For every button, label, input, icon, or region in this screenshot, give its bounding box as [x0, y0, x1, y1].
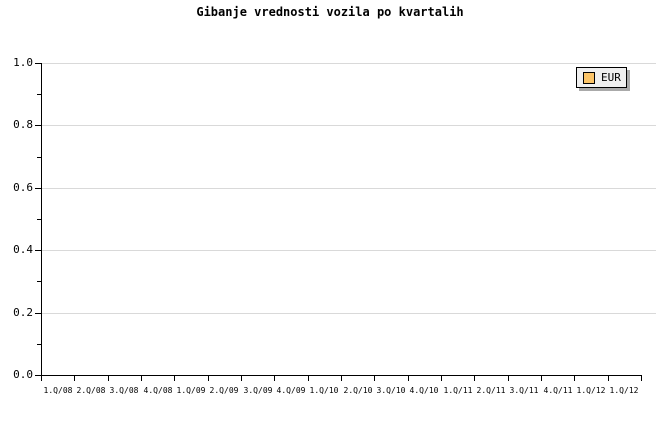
x-axis-tick-label: 3.Q/10 — [376, 386, 406, 395]
x-boundary-tick — [274, 375, 275, 381]
x-axis-tick-label: 2.Q/08 — [76, 386, 106, 395]
x-boundary-tick — [241, 375, 242, 381]
y-major-tick — [35, 250, 41, 252]
y-minor-tick — [37, 94, 41, 96]
x-boundary-tick — [108, 375, 109, 381]
y-major-tick — [35, 312, 41, 314]
x-boundary-tick — [508, 375, 509, 381]
gridline — [42, 250, 656, 252]
y-minor-tick — [37, 219, 41, 220]
x-boundary-tick — [141, 375, 142, 381]
legend-swatch-eur — [583, 71, 595, 84]
x-boundary-tick — [408, 375, 409, 381]
gridline — [42, 312, 656, 314]
x-boundary-tick — [574, 375, 575, 381]
y-major-tick — [35, 187, 41, 189]
x-axis-tick-label: 4.Q/10 — [409, 386, 439, 395]
gridline — [42, 187, 656, 189]
x-boundary-tick — [641, 375, 642, 381]
x-axis-tick-label: 3.Q/11 — [509, 386, 539, 395]
y-major-tick — [35, 63, 41, 64]
x-boundary-tick — [608, 375, 609, 381]
y-axis-tick-label: 0.0 — [13, 368, 33, 381]
legend-label-eur: EUR — [601, 70, 621, 84]
x-axis-tick-label: 3.Q/08 — [109, 386, 139, 395]
x-boundary-tick — [41, 375, 42, 381]
gridline — [42, 125, 656, 127]
y-minor-tick — [37, 156, 41, 158]
x-axis-line — [41, 375, 642, 376]
y-axis-tick-label: 0.4 — [13, 243, 33, 257]
x-axis-tick-label: 1.Q/10 — [309, 386, 339, 395]
x-axis-tick-label: 1.Q/09 — [176, 386, 206, 395]
x-axis-tick-label: 3.Q/09 — [243, 386, 273, 395]
x-boundary-tick — [74, 375, 75, 381]
x-boundary-tick — [541, 375, 542, 381]
x-axis-tick-label: 2.Q/11 — [476, 386, 506, 395]
x-boundary-tick — [308, 375, 309, 381]
gridline — [42, 63, 656, 64]
x-boundary-tick — [441, 375, 442, 381]
x-boundary-tick — [208, 375, 209, 381]
x-axis-tick-label: 4.Q/08 — [143, 386, 173, 395]
x-boundary-tick — [474, 375, 475, 381]
y-axis-tick-label: 1.0 — [13, 56, 33, 69]
x-axis-tick-label: 1.Q/08 — [43, 386, 73, 395]
x-axis-tick-label: 1.Q/11 — [443, 386, 473, 395]
x-boundary-tick — [341, 375, 342, 381]
y-major-tick — [35, 125, 41, 127]
y-axis-tick-label: 0.2 — [13, 305, 33, 319]
y-axis-line — [41, 63, 42, 376]
y-minor-tick — [37, 343, 41, 345]
x-axis-tick-label: 4.Q/09 — [276, 386, 306, 395]
y-axis-tick-label: 0.6 — [13, 180, 33, 194]
x-axis-tick-label: 2.Q/09 — [209, 386, 239, 395]
legend: EUR — [576, 67, 627, 88]
x-axis-tick-label: 4.Q/11 — [543, 386, 573, 395]
x-boundary-tick — [174, 375, 175, 381]
y-minor-tick — [37, 281, 41, 283]
chart-title: Gibanje vrednosti vozila po kvartalih — [196, 5, 464, 19]
x-axis-tick-label: 2.Q/10 — [343, 386, 373, 395]
y-major-tick — [35, 375, 41, 376]
x-boundary-tick — [374, 375, 375, 381]
y-axis-tick-label: 0.8 — [13, 118, 33, 132]
x-axis-tick-label: 1.Q/12 — [609, 386, 639, 395]
x-axis-tick-label: 1.Q/12 — [576, 386, 606, 395]
